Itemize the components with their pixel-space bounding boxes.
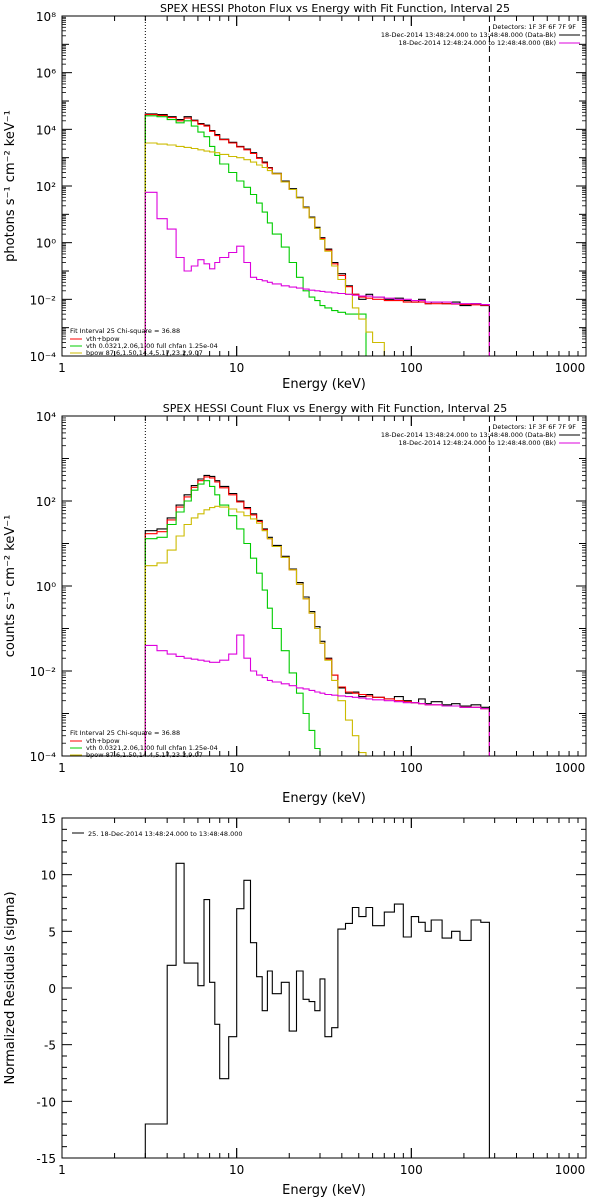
panel2-x-tick-label: 10 (229, 761, 244, 775)
photon-flux-panel: SPEX HESSI Photon Flux vs Energy with Fi… (3, 2, 587, 392)
panel2-series-pileup (144, 634, 490, 756)
panel2-info-box: Detectors: 1F 3F 6F 7F 9F 18-Dec-2014 13… (381, 423, 580, 447)
panel2-fit-line: Fit Interval 25 Chi-square = 36.88 (70, 729, 180, 737)
panel1-fit-line: vth+bpow (86, 335, 120, 343)
panel3-y-tick-label: -10 (36, 1095, 56, 1109)
panel1-series-vth (144, 115, 367, 356)
panel3-y-tick-labels: -15 -10 -5 0 5 10 15 (36, 812, 56, 1166)
panel1-fit-line: Fit Interval 25 Chi-square = 36.88 (70, 327, 180, 335)
panel1-y-tick-label: 10² (36, 180, 56, 194)
panel2-y-tick-label: 10² (36, 495, 56, 509)
panel3-x-axis-label: Energy (keV) (282, 1183, 366, 1198)
panel2-vlines (144, 416, 490, 756)
panel2-series-vth-bpow (144, 476, 490, 756)
panel2-y-tick-label: 10⁻² (30, 665, 57, 679)
panel3-ticks (61, 817, 587, 1159)
panel1-y-tick-labels: 10⁻⁴ 10⁻² 10⁰ 10² 10⁴ 10⁶ 10⁸ (30, 10, 57, 364)
panel1-info-box: Detectors: 1F 3F 6F 7F 9F 18-Dec-2014 13… (381, 23, 580, 47)
panel2-x-tick-label: 100 (400, 761, 423, 775)
panel2-fit-line: bpow 87.6,1.50,14.4,5.17,23.2,9.07 (86, 751, 203, 759)
residuals-panel: 1 10 100 1000 -15 -10 -5 0 5 10 15 Energy (keV… (3, 812, 587, 1198)
panel1-y-tick-label: 10⁸ (36, 10, 56, 24)
panel1-vlines (144, 16, 490, 356)
panel2-y-tick-label: 10⁴ (36, 410, 56, 424)
panel2-fit-line: vth 0.0321,2.06,1.00 full chfan 1.25e-04 (86, 744, 218, 752)
panel2-x-axis-label: Energy (keV) (282, 791, 366, 806)
panel2-title: SPEX HESSI Count Flux vs Energy with Fit… (163, 402, 507, 415)
panel1-x-tick-label: 1000 (555, 361, 586, 375)
panel2-fit-line: vth+bpow (86, 737, 120, 745)
panel2-ticks (61, 415, 587, 757)
panel1-x-tick-label: 10 (229, 361, 244, 375)
panel1-x-tick-label: 100 (400, 361, 423, 375)
panel1-title: SPEX HESSI Photon Flux vs Energy with Fi… (160, 2, 510, 15)
panel3-x-tick-label: 10 (229, 1163, 244, 1177)
panel3-series (144, 862, 490, 1158)
panel1-fit-line: bpow 87.6,1.50,14.4,5.17,23.2,9.07 (86, 349, 203, 357)
panel1-y-tick-label: 10⁻² (30, 293, 57, 307)
panel2-series-bpow (144, 505, 367, 756)
panel3-y-axis-label: Normalized Residuals (sigma) (3, 891, 18, 1084)
panel2-x-tick-label: 1000 (555, 761, 586, 775)
panel2-info-line: 18-Dec-2014 12:48:24.000 to 12:48:48.000… (399, 439, 557, 447)
panel2-x-tick-labels: 1 10 100 1000 (58, 761, 585, 775)
panel1-info-line: 18-Dec-2014 13:48:24.000 to 13:48:48.000… (381, 31, 556, 39)
panel3-legend: 25. 18-Dec-2014 13:48:24.000 to 13:48:48… (72, 830, 243, 838)
panel2-info-line: Detectors: 1F 3F 6F 7F 9F (492, 423, 576, 431)
panel2-plot-frame (61, 415, 587, 757)
panel3-x-tick-label: 1 (58, 1163, 66, 1177)
panel3-y-tick-label: 15 (41, 812, 56, 826)
panel3-series-25-18-dec-2014-13-48-24-000-to (144, 862, 490, 1158)
panel1-plot-frame (61, 15, 587, 357)
panel2-y-tick-label: 10⁰ (36, 580, 56, 594)
panel1-x-tick-labels: 1 10 100 1000 (58, 361, 585, 375)
panel1-series (144, 113, 490, 356)
panel2-y-axis-label: counts s⁻¹ cm⁻² keV⁻¹ (3, 515, 18, 658)
panel1-series-data-bk (144, 113, 490, 356)
panel1-ticks (61, 15, 587, 357)
panel3-y-tick-label: -15 (36, 1152, 56, 1166)
panel1-y-axis-label: photons s⁻¹ cm⁻² keV⁻¹ (3, 110, 18, 262)
panel2-info-line: 18-Dec-2014 13:48:24.000 to 13:48:48.000… (381, 431, 556, 439)
panel1-info-line: Detectors: 1F 3F 6F 7F 9F (492, 23, 576, 31)
panel1-y-tick-label: 10⁰ (36, 237, 56, 251)
panel1-y-tick-label: 10⁶ (36, 67, 56, 81)
panel1-series-pileup (144, 191, 490, 356)
panel2-x-tick-label: 1 (58, 761, 66, 775)
panel3-y-tick-label: 5 (48, 925, 56, 939)
panel3-x-tick-label: 1000 (555, 1163, 586, 1177)
panel1-fit-line: vth 0.0321,2.06,1.00 full chfan 1.25e-04 (86, 342, 218, 350)
panel1-fit-legend: Fit Interval 25 Chi-square = 36.88 vth+b… (70, 327, 218, 357)
panel1-x-tick-label: 1 (58, 361, 66, 375)
panel1-series-bpow (144, 142, 385, 356)
panel1-info-line: 18-Dec-2014 12:48:24.000 to 12:48:48.000… (399, 39, 557, 47)
panel3-x-tick-label: 100 (400, 1163, 423, 1177)
panel1-y-tick-label: 10⁻⁴ (30, 350, 57, 364)
panel2-series-vth (144, 480, 321, 756)
panel3-legend-label: 25. 18-Dec-2014 13:48:24.000 to 13:48:48… (88, 830, 243, 838)
panel2-y-tick-label: 10⁻⁴ (30, 750, 57, 764)
panel2-series (144, 474, 490, 756)
panel3-y-tick-label: 0 (48, 982, 56, 996)
panel1-series-vth-bpow (144, 114, 490, 356)
panel1-x-axis-label: Energy (keV) (282, 377, 366, 392)
count-flux-panel: SPEX HESSI Count Flux vs Energy with Fit… (3, 402, 587, 806)
panel3-x-tick-labels: 1 10 100 1000 (58, 1163, 585, 1177)
panel1-y-tick-label: 10⁴ (36, 123, 56, 137)
panel3-y-tick-label: -5 (44, 1039, 56, 1053)
panel3-y-tick-label: 10 (41, 869, 56, 883)
panel3-plot-frame (61, 817, 587, 1159)
panel2-fit-legend: Fit Interval 25 Chi-square = 36.88 vth+b… (70, 729, 218, 759)
panel2-y-tick-labels: 10⁻⁴ 10⁻² 10⁰ 10² 10⁴ (30, 410, 57, 764)
